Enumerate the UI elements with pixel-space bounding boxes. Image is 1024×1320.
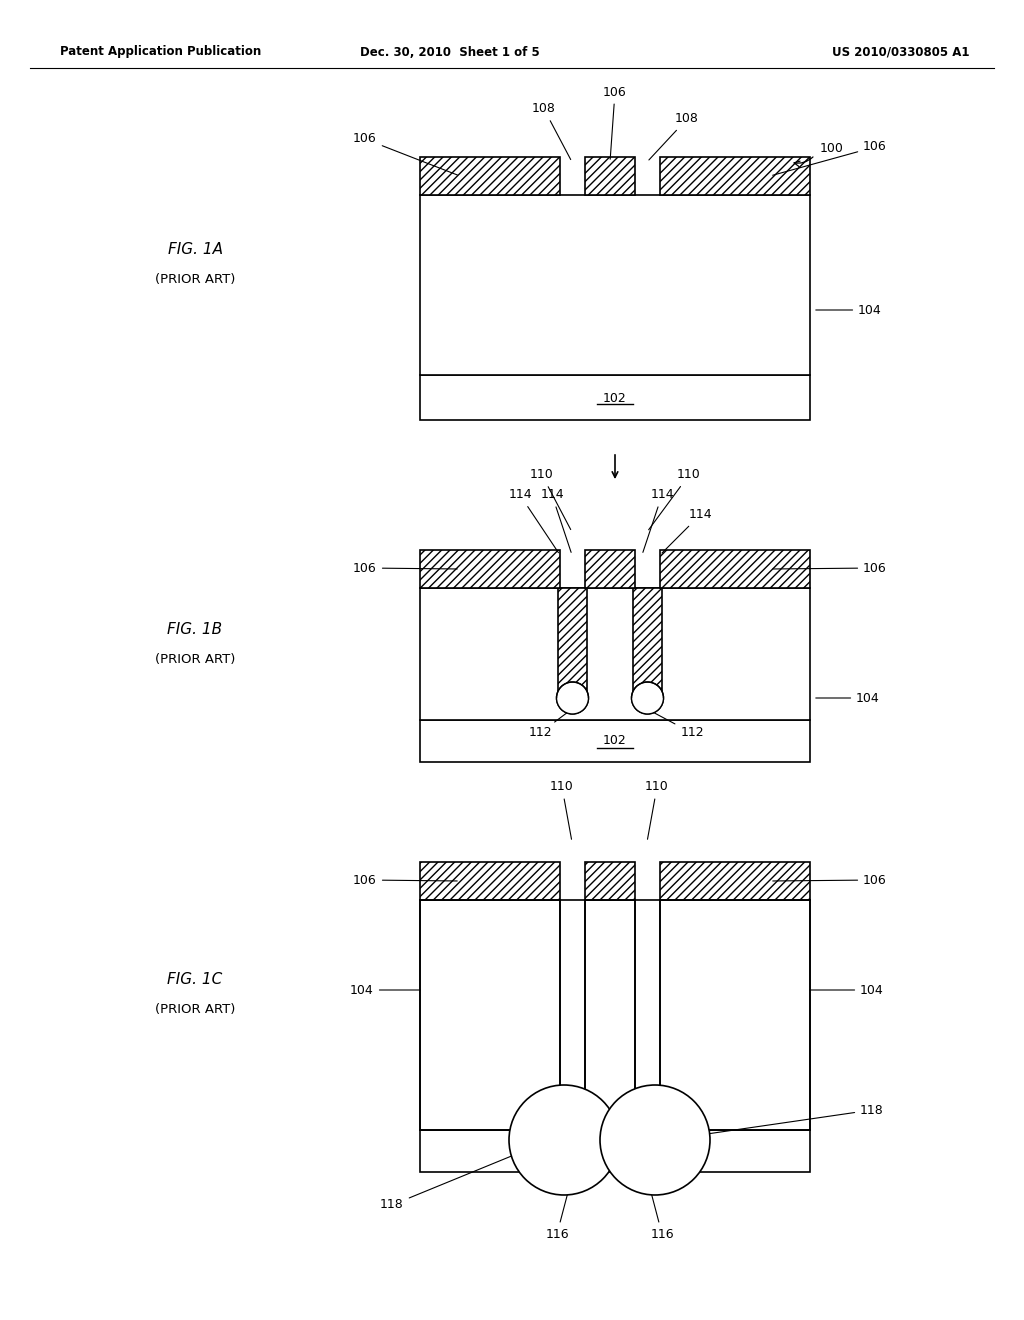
Text: 106: 106	[353, 874, 458, 887]
Text: 116: 116	[648, 1180, 674, 1241]
Text: (PRIOR ART): (PRIOR ART)	[155, 653, 236, 667]
Circle shape	[556, 682, 589, 714]
Text: 114: 114	[541, 488, 571, 552]
Text: 114: 114	[508, 488, 558, 553]
Bar	[420, 1130, 810, 1172]
Text: 118: 118	[702, 1104, 884, 1135]
Circle shape	[509, 1085, 618, 1195]
Bar	[585, 862, 635, 900]
Bar	[420, 587, 810, 719]
Bar	[420, 375, 810, 420]
Text: 104: 104	[350, 983, 420, 997]
Bar	[420, 719, 810, 762]
Text: 110: 110	[645, 780, 669, 840]
Bar	[420, 862, 560, 900]
Text: 110: 110	[530, 469, 570, 529]
Text: 102: 102	[603, 1144, 627, 1158]
Text: (PRIOR ART): (PRIOR ART)	[155, 1003, 236, 1016]
Bar	[660, 157, 810, 195]
Text: Dec. 30, 2010  Sheet 1 of 5: Dec. 30, 2010 Sheet 1 of 5	[360, 45, 540, 58]
Text: FIG. 1A: FIG. 1A	[168, 243, 222, 257]
Text: 108: 108	[649, 112, 699, 160]
Bar	[660, 900, 810, 1130]
Text: 110: 110	[550, 780, 573, 840]
Text: 118: 118	[380, 1156, 511, 1212]
Text: 114: 114	[643, 488, 674, 552]
Bar	[420, 550, 560, 587]
Text: 116: 116	[545, 1180, 571, 1241]
Bar	[420, 195, 810, 375]
Text: 112: 112	[528, 710, 569, 739]
Bar	[558, 587, 587, 698]
Text: 112: 112	[649, 710, 703, 739]
Text: FIG. 1C: FIG. 1C	[167, 973, 222, 987]
Text: 100: 100	[820, 141, 844, 154]
Wedge shape	[556, 698, 589, 714]
Text: 106: 106	[773, 561, 887, 574]
Bar	[660, 550, 810, 587]
Text: 106: 106	[773, 874, 887, 887]
Text: 102: 102	[603, 392, 627, 404]
Bar	[633, 587, 662, 698]
Text: 102: 102	[603, 734, 627, 747]
Text: 104: 104	[816, 692, 880, 705]
Bar	[585, 900, 635, 1130]
Text: 106: 106	[353, 132, 458, 176]
Text: 104: 104	[810, 983, 884, 997]
Wedge shape	[632, 698, 664, 714]
Text: (PRIOR ART): (PRIOR ART)	[155, 273, 236, 286]
Text: 106: 106	[773, 140, 887, 176]
Text: 108: 108	[532, 103, 570, 160]
Text: US 2010/0330805 A1: US 2010/0330805 A1	[833, 45, 970, 58]
Circle shape	[600, 1085, 710, 1195]
Bar	[585, 157, 635, 195]
Bar	[420, 157, 560, 195]
Bar	[420, 900, 560, 1130]
Text: 106: 106	[353, 561, 458, 574]
Text: Patent Application Publication: Patent Application Publication	[60, 45, 261, 58]
Bar	[660, 862, 810, 900]
Text: FIG. 1B: FIG. 1B	[168, 623, 222, 638]
Bar	[585, 550, 635, 587]
Text: 104: 104	[816, 304, 882, 317]
Circle shape	[632, 682, 664, 714]
Text: 106: 106	[603, 86, 627, 160]
Text: 110: 110	[648, 469, 700, 529]
Text: 114: 114	[662, 508, 712, 553]
